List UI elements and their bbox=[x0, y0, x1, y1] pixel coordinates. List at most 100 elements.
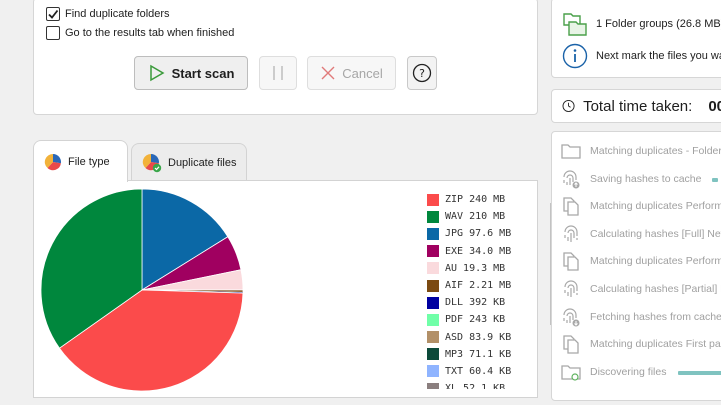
tab-file-type-label: File type bbox=[68, 155, 110, 168]
cancel-button[interactable]: Cancel bbox=[307, 56, 396, 90]
legend-swatch bbox=[427, 262, 439, 275]
start-scan-label: Start scan bbox=[171, 65, 235, 81]
scan-step-label: Matching duplicates Perform bbox=[590, 255, 721, 268]
legend-swatch bbox=[427, 245, 439, 258]
total-time-panel: Total time taken: 00: bbox=[551, 89, 721, 123]
legend-swatch bbox=[427, 313, 439, 326]
pie-chart-icon bbox=[44, 153, 61, 170]
help-button[interactable]: ? bbox=[407, 56, 437, 90]
legend-text: ZIP 240 MB bbox=[445, 194, 506, 206]
legend-item-jpg: JPG 97.6 MB bbox=[427, 225, 517, 242]
legend-swatch bbox=[427, 296, 439, 309]
legend-text: JPG 97.6 MB bbox=[445, 228, 512, 240]
scan-step-progress bbox=[678, 370, 721, 375]
chart-legend: ZIP 240 MB WAV 210 MB JPG 97.6 MB EXE 34.0 … bbox=[427, 191, 517, 389]
scan-step: Matching duplicates First pas bbox=[560, 333, 721, 355]
scan-step: Saving hashes to cache bbox=[560, 168, 702, 190]
pie-slice-wav bbox=[40, 188, 143, 349]
legend-text: ASD 83.9 KB bbox=[445, 331, 512, 343]
scan-step-label: Matching duplicates Perform bbox=[590, 200, 721, 213]
legend-swatch bbox=[427, 210, 439, 223]
legend-item-aif: AIF 2.21 MB bbox=[427, 277, 517, 294]
scan-step: Calculating hashes [Full] New bbox=[560, 223, 721, 245]
legend-text: TXT 60.4 KB bbox=[445, 365, 512, 377]
legend-text: EXE 34.0 MB bbox=[445, 245, 512, 257]
close-icon bbox=[321, 66, 335, 80]
pie-chart-check-icon bbox=[142, 153, 162, 172]
svg-text:?: ? bbox=[419, 67, 425, 80]
legend-swatch bbox=[427, 193, 439, 206]
legend-swatch bbox=[427, 365, 439, 378]
legend-text: DLL 392 KB bbox=[445, 297, 506, 309]
find-duplicate-folders-label: Find duplicate folders bbox=[65, 8, 170, 20]
scan-step: Matching duplicates Perform bbox=[560, 195, 721, 217]
scan-step: Matching duplicates Perform bbox=[560, 250, 721, 272]
results-summary-panel: 1 Folder groups (26.8 MB) Next mark the … bbox=[551, 0, 721, 78]
legend-item-dll: DLL 392 KB bbox=[427, 294, 517, 311]
scan-step: Calculating hashes [Partial] N bbox=[560, 278, 721, 300]
total-time-label: Total time taken: bbox=[583, 97, 693, 115]
legend-item-au: AU 19.3 MB bbox=[427, 260, 517, 277]
legend-swatch bbox=[427, 227, 439, 240]
find-duplicate-folders-checkbox[interactable] bbox=[46, 7, 60, 21]
scan-options-panel: Find duplicate folders Go to the results… bbox=[33, 0, 538, 115]
info-icon bbox=[562, 43, 588, 69]
folder-groups-icon bbox=[563, 13, 587, 36]
legend-text: PDF 243 KB bbox=[445, 314, 506, 326]
legend-item-asd: ASD 83.9 KB bbox=[427, 329, 517, 346]
legend-item-xl: XL 52.1 KB bbox=[427, 380, 517, 389]
play-icon bbox=[149, 64, 165, 82]
folder-icon bbox=[561, 144, 581, 159]
legend-item-wav: WAV 210 MB bbox=[427, 208, 517, 225]
legend-swatch bbox=[427, 331, 439, 344]
go-to-results-label: Go to the results tab when finished bbox=[65, 27, 235, 39]
legend-item-exe: EXE 34.0 MB bbox=[427, 243, 517, 260]
file-type-chart-panel: ZIP 240 MB WAV 210 MB JPG 97.6 MB EXE 34.0 … bbox=[33, 180, 562, 398]
scan-step: Discovering files bbox=[560, 361, 666, 383]
tab-duplicate-files-label: Duplicate files bbox=[168, 156, 237, 169]
checkmark-icon bbox=[48, 9, 59, 19]
clock-icon bbox=[562, 99, 575, 113]
pie-slice-jpg bbox=[141, 188, 229, 291]
scan-step-label: Calculating hashes [Full] New bbox=[590, 227, 721, 240]
scan-step-label: Calculating hashes [Partial] N bbox=[590, 283, 721, 295]
scan-steps-panel: Matching duplicates - Folder Saving hashe… bbox=[551, 131, 721, 401]
folder-search-icon bbox=[561, 365, 581, 381]
fingerprint-upload-icon bbox=[563, 170, 580, 189]
pause-icon bbox=[273, 66, 283, 80]
cancel-label: Cancel bbox=[342, 65, 383, 81]
fingerprint-download-icon bbox=[563, 308, 580, 327]
scan-step: Matching duplicates - Folder bbox=[560, 140, 721, 162]
go-to-results-checkbox[interactable] bbox=[46, 26, 60, 40]
start-scan-button[interactable]: Start scan bbox=[134, 56, 248, 90]
next-step-text: Next mark the files you wa bbox=[596, 50, 721, 62]
total-time-value: 00: bbox=[708, 97, 721, 115]
legend-item-zip: ZIP 240 MB bbox=[427, 191, 517, 208]
help-icon: ? bbox=[412, 63, 432, 83]
legend-text: MP3 71.1 KB bbox=[445, 348, 512, 360]
scan-step: Fetching hashes from cache bbox=[560, 306, 721, 328]
scan-step-label: Discovering files bbox=[590, 365, 667, 378]
tab-file-type[interactable]: File type bbox=[33, 140, 128, 182]
scan-step-label: Fetching hashes from cache bbox=[590, 310, 721, 323]
duplicate-files-icon bbox=[563, 252, 579, 272]
duplicate-files-icon bbox=[563, 335, 579, 354]
go-to-results-option[interactable]: Go to the results tab when finished bbox=[46, 26, 234, 40]
legend-swatch bbox=[427, 348, 439, 361]
legend-text: AIF 2.21 MB bbox=[445, 280, 512, 292]
scan-step-label: Matching duplicates First pas bbox=[590, 338, 721, 351]
pause-button[interactable] bbox=[259, 56, 297, 90]
scan-step-label: Matching duplicates - Folder bbox=[590, 145, 721, 157]
folder-groups-text: 1 Folder groups (26.8 MB) bbox=[596, 18, 721, 30]
find-duplicate-folders-option[interactable]: Find duplicate folders bbox=[46, 7, 170, 21]
scan-step-progress bbox=[712, 177, 718, 182]
legend-swatch bbox=[427, 382, 439, 389]
fingerprint-icon bbox=[564, 225, 578, 242]
fingerprint-icon bbox=[564, 280, 578, 297]
scan-step-label: Saving hashes to cache bbox=[590, 172, 702, 185]
duplicate-files-icon bbox=[563, 197, 579, 216]
legend-text: XL 52.1 KB bbox=[445, 383, 506, 389]
legend-item-mp3: MP3 71.1 KB bbox=[427, 346, 517, 363]
tab-duplicate-files[interactable]: Duplicate files bbox=[131, 143, 247, 181]
file-type-pie-chart bbox=[40, 188, 244, 392]
